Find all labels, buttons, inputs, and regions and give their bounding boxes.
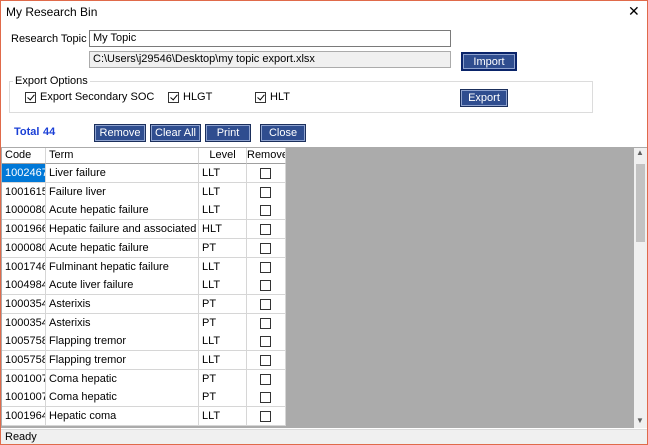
remove-checkbox[interactable] [260,392,271,404]
grid-cell[interactable]: 10010075 [2,388,46,408]
grid-cell[interactable]: PT [199,238,247,258]
action-button[interactable]: Close [260,124,306,142]
grid-cell[interactable]: 10003547 [2,294,46,314]
grid-cell[interactable]: PT [199,369,247,389]
remove-checkbox[interactable] [260,205,271,217]
grid-cell[interactable]: Coma hepatic [46,388,199,408]
grid-cell[interactable]: Liver failure [46,164,199,183]
remove-checkbox[interactable] [260,280,271,292]
option-checkbox[interactable] [168,92,179,103]
grid-cell[interactable]: Asterixis [46,294,199,314]
remove-checkbox[interactable] [260,168,271,179]
grid-cell[interactable]: Flapping tremor [46,351,199,370]
column-header: Remove [247,148,286,164]
grid-cell[interactable]: 10000804 [2,201,46,221]
status-bar [1,429,647,444]
option-checkbox[interactable] [25,92,36,103]
option-checkbox[interactable] [255,92,266,103]
grid-cell[interactable]: 10003547 [2,313,46,333]
grid-cell[interactable]: 10019664 [2,220,46,240]
grid-cell[interactable]: LLT [199,201,247,221]
grid-cell[interactable]: HLT [199,220,247,240]
export-options-group [9,81,593,113]
grid-cell[interactable]: LLT [199,276,247,296]
action-button[interactable]: Clear All [150,124,201,142]
scroll-thumb[interactable] [636,164,645,242]
action-button[interactable]: Print [205,124,251,142]
grid-cell[interactable]: 10057580 [2,351,46,370]
grid-cell[interactable]: PT [199,294,247,314]
grid-cell[interactable]: 10016152 [2,182,46,202]
file-path: C:\Users\j29546\Desktop\my topic export.… [89,51,451,68]
grid-cell[interactable]: LLT [199,332,247,352]
grid-cell[interactable]: 10000804 [2,238,46,258]
remove-checkbox[interactable] [260,186,271,198]
grid-cell[interactable]: Coma hepatic [46,369,199,389]
remove-checkbox[interactable] [260,411,271,423]
grid-cell[interactable]: Acute hepatic failure [46,238,199,258]
remove-checkbox[interactable] [260,224,271,236]
research-topic-label: Research Topic [11,33,87,45]
grid-cell[interactable]: LLT [199,182,247,202]
remove-checkbox[interactable] [260,261,271,273]
remove-checkbox[interactable] [260,317,271,329]
scrollbar[interactable]: ▲ ▼ [634,148,647,428]
grid-cell[interactable]: LLT [199,351,247,370]
option-label: Export Secondary SOC [40,91,155,103]
column-header: Term [46,148,199,164]
scroll-down[interactable]: ▼ [636,416,644,425]
column-header: Code [2,148,46,164]
grid-cell[interactable]: Failure liver [46,182,199,202]
grid-cell[interactable]: LLT [199,407,247,427]
scroll-up[interactable]: ▲ [636,148,644,157]
remove-checkbox[interactable] [260,242,271,254]
grid-cell[interactable]: Hepatic failure and associated disorders [46,220,199,240]
remove-checkbox[interactable] [260,336,271,348]
grid-cell[interactable]: 10019644 [2,407,46,427]
grid-cell[interactable]: 10049844 [2,276,46,296]
grid-cell[interactable]: Acute liver failure [46,276,199,296]
option-label: HLGT [183,91,213,103]
grid-cell[interactable]: 10057580 [2,332,46,352]
export-options-label: Export Options [13,75,90,87]
grid-cell[interactable]: Fulminant hepatic failure [46,257,199,277]
grid-cell[interactable]: PT [199,313,247,333]
total-value: 44 [43,126,56,138]
total-label: Total [14,126,40,138]
close-window[interactable]: ✕ [628,3,640,19]
window-title: My Research Bin [6,5,98,19]
import-button[interactable]: Import [461,52,517,71]
grid-cell[interactable]: LLT [199,164,247,183]
grid-cell[interactable]: Hepatic coma [46,407,199,427]
option-label: HLT [270,91,290,103]
grid-cell[interactable]: 10024678 [2,164,46,183]
grid-cell[interactable]: 10010075 [2,369,46,389]
grid-cell[interactable]: 10017469 [2,257,46,277]
action-button[interactable]: Remove [94,124,146,142]
remove-checkbox[interactable] [260,355,271,366]
grid-cell[interactable]: Flapping tremor [46,332,199,352]
remove-checkbox[interactable] [260,373,271,385]
export-button[interactable]: Export [460,89,508,107]
grid-cell[interactable]: LLT [199,257,247,277]
remove-checkbox[interactable] [260,298,271,310]
topic-input[interactable]: My Topic [89,30,451,47]
status-text: Ready [5,431,37,443]
grid-cell[interactable]: PT [199,388,247,408]
grid-cell[interactable]: Acute hepatic failure [46,201,199,221]
grid-cell[interactable]: Asterixis [46,313,199,333]
column-header: Level [199,148,247,164]
